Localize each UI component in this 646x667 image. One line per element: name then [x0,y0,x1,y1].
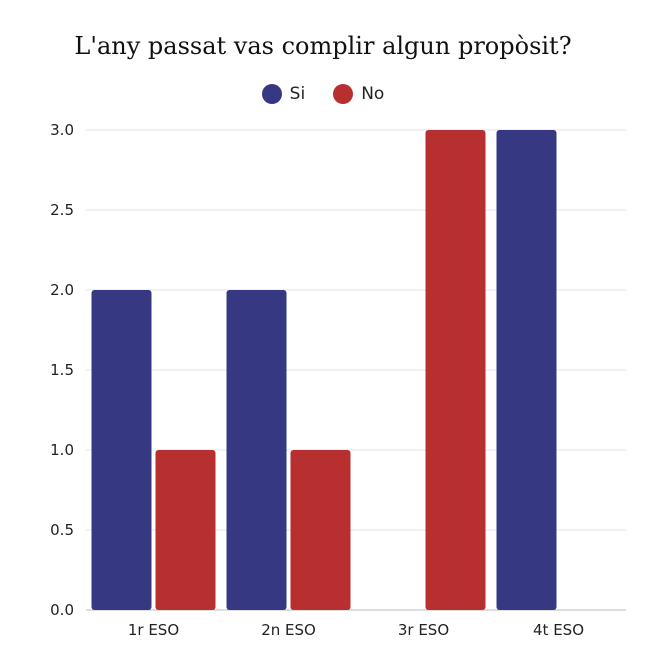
y-tick-label: 1.0 [50,441,74,459]
y-tick-label: 0.0 [50,601,74,619]
legend-item-no[interactable]: No [333,84,384,104]
x-tick-label: 4t ESO [533,621,584,639]
legend-swatch-si [261,84,282,104]
chart-title: L'any passat vas complir algun propòsit? [74,32,572,60]
bar-si-1 [91,290,152,610]
x-tick-label: 2n ESO [261,621,316,639]
x-tick-label: 3r ESO [398,621,449,639]
legend-item-si[interactable]: Si [261,84,306,104]
y-tick-label: 1.5 [50,361,74,379]
legend: Si No [0,84,646,104]
bar-no-2 [290,450,351,610]
bar-no-3 [425,130,486,610]
y-tick-label: 2.0 [50,281,74,299]
bar-no-1 [155,450,216,610]
x-tick-label: 1r ESO [128,621,179,639]
y-tick-label: 0.5 [50,521,74,539]
legend-label-no: No [361,84,385,104]
bar-si-2 [226,290,287,610]
legend-label-si: Si [289,84,306,104]
legend-swatch-no [333,84,354,104]
y-tick-label: 2.5 [50,201,74,219]
bar-si-4 [496,130,557,610]
y-tick-label: 3.0 [50,121,74,139]
